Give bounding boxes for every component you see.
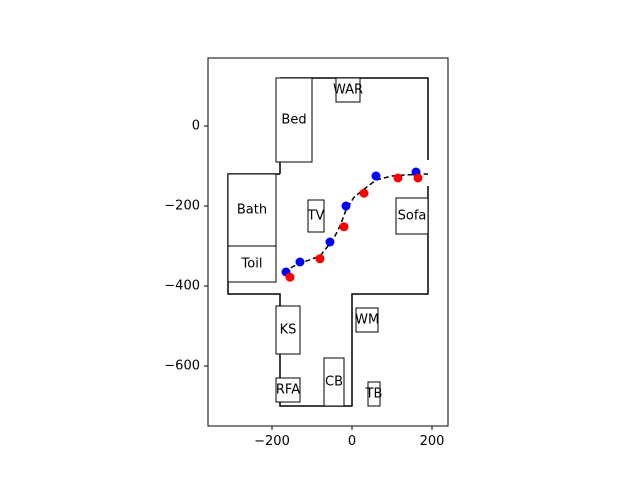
x-tick-label-0: −200: [254, 434, 290, 449]
furniture-toil-label: Toil: [241, 257, 263, 272]
y-tick-label-0: 0: [192, 119, 200, 134]
x-tick-label-2: 200: [420, 434, 445, 449]
series-0-point-4: [371, 171, 381, 181]
furniture-tv-label: TV: [307, 209, 325, 224]
x-axis: −200 0 200: [254, 426, 444, 449]
furniture-tv-box: [307, 199, 325, 233]
furniture-sofa-label: Sofa: [398, 209, 427, 224]
furniture-rfa-label: RFA: [276, 383, 300, 398]
furniture-cb-box: [323, 357, 345, 407]
series-0-point-2: [325, 237, 335, 247]
furniture-bed-label: Bed: [281, 113, 306, 128]
furniture-rfa-box: [275, 377, 301, 403]
series-1-point-1: [315, 254, 325, 264]
furniture-bath-box: [227, 173, 277, 247]
axes-frame: [207, 57, 449, 427]
furniture-tb-label: TB: [365, 387, 383, 402]
furniture-tb-box: [367, 381, 381, 407]
series-0-point-3: [341, 201, 351, 211]
x-tick-label-1: 0: [348, 434, 356, 449]
furniture-wm-box: [355, 307, 379, 333]
plot-area: Bed WAR Bath Toil TV Sofa KS WM CB RFA TB: [227, 77, 429, 407]
furniture-bed-box: [275, 77, 313, 163]
furniture-ks-box: [275, 305, 301, 355]
furniture-sofa-box: [395, 197, 429, 235]
furniture-war-box: [335, 77, 361, 103]
furniture-wm-label: WM: [355, 313, 379, 328]
series-1-point-4: [393, 173, 403, 183]
series-1-point-3: [359, 188, 369, 198]
furniture-bath-label: Bath: [237, 203, 267, 218]
series-1-point-2: [339, 222, 349, 232]
y-tick-label-2: −400: [164, 279, 200, 294]
furniture-ks-label: KS: [280, 323, 297, 338]
y-axis: 0 −200 −400 −600: [164, 119, 208, 374]
y-tick-label-1: −200: [164, 199, 200, 214]
furniture-war-label: WAR: [333, 83, 363, 98]
floor-plan-wall-1: [280, 77, 429, 160]
series-0-point-1: [295, 257, 305, 267]
series-1-point-5: [413, 173, 423, 183]
furniture-toil-box: [227, 245, 277, 283]
furniture-cb-label: CB: [325, 375, 343, 390]
series-1-point-0: [285, 272, 295, 282]
y-tick-label-3: −600: [164, 359, 200, 374]
trajectory-line: [283, 173, 429, 273]
